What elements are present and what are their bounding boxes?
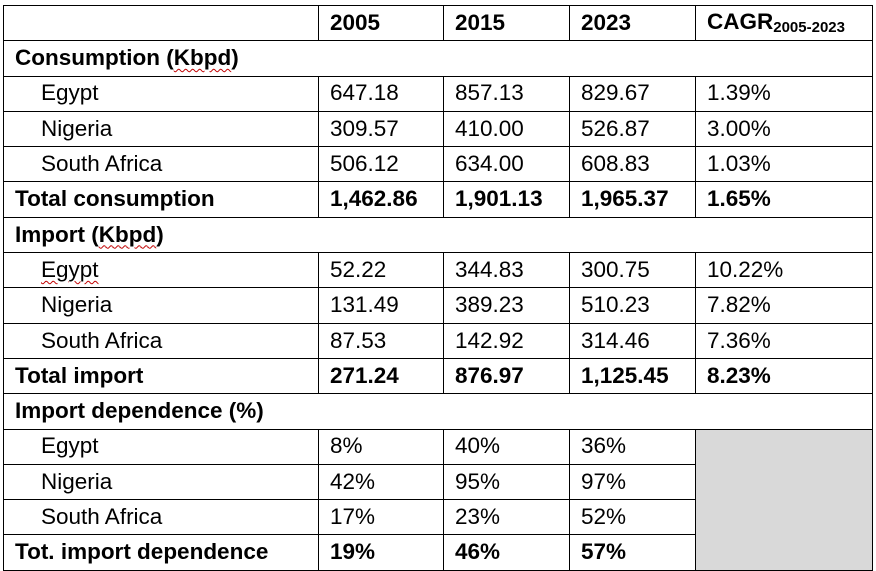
- header-empty-cell: [3, 4, 319, 42]
- cagr-cell: 7.36%: [695, 322, 873, 359]
- header-row: 2005 2015 2023 CAGR2005-2023: [3, 4, 873, 42]
- value-cell: 40%: [443, 428, 570, 465]
- total-value-cell: 46%: [443, 534, 570, 571]
- value-cell: 95%: [443, 463, 570, 501]
- value-cell: 634.00: [443, 146, 570, 183]
- header-cagr: CAGR2005-2023: [695, 4, 873, 42]
- value-cell: 510.23: [569, 287, 696, 324]
- total-label-cell: Tot. import dependence: [3, 534, 319, 571]
- value-cell: 42%: [318, 463, 444, 501]
- value-cell: 87.53: [318, 322, 444, 359]
- value-cell: 410.00: [443, 110, 570, 148]
- value-cell: 647.18: [318, 75, 444, 112]
- value-cell: 857.13: [443, 75, 570, 112]
- header-2005: 2005: [318, 4, 444, 42]
- value-cell: 17%: [318, 499, 444, 536]
- value-cell: 526.87: [569, 110, 696, 148]
- total-label-cell: Total import: [3, 357, 319, 395]
- country-cell: South Africa: [3, 322, 319, 359]
- total-row-import: Total import 271.24 876.97 1,125.45 8.23…: [3, 357, 873, 395]
- country-cell: Nigeria: [3, 110, 319, 148]
- country-cell: South Africa: [3, 499, 319, 536]
- table-row: South Africa 506.12 634.00 608.83 1.03%: [3, 146, 873, 183]
- value-cell: 23%: [443, 499, 570, 536]
- total-cagr-cell: 1.65%: [695, 181, 873, 218]
- section-row-consumption: Consumption (Kbpd): [3, 40, 873, 77]
- total-row-consumption: Total consumption 1,462.86 1,901.13 1,96…: [3, 181, 873, 218]
- value-cell: 300.75: [569, 252, 696, 289]
- section-row-import: Import (Kbpd): [3, 216, 873, 254]
- value-cell: 506.12: [318, 146, 444, 183]
- gray-filler-cell: [695, 428, 873, 571]
- country-cell: Egypt: [3, 428, 319, 465]
- table-row: Egypt 8% 40% 36%: [3, 428, 873, 571]
- table-row: Nigeria 309.57 410.00 526.87 3.00%: [3, 110, 873, 148]
- cagr-cell: 10.22%: [695, 252, 873, 289]
- cagr-cell: 1.39%: [695, 75, 873, 112]
- header-2015: 2015: [443, 4, 570, 42]
- cagr-cell: 3.00%: [695, 110, 873, 148]
- total-value-cell: 1,462.86: [318, 181, 444, 218]
- total-value-cell: 1,125.45: [569, 357, 696, 395]
- value-cell: 314.46: [569, 322, 696, 359]
- section-import-close: ): [156, 221, 164, 247]
- section-consumption-label: Consumption (Kbpd): [3, 40, 873, 77]
- value-cell: 52.22: [318, 252, 444, 289]
- table-row: Egypt 647.18 857.13 829.67 1.39%: [3, 75, 873, 112]
- section-consumption-text: Consumption (: [15, 45, 174, 71]
- section-import-text: Import (: [15, 221, 99, 247]
- header-cagr-subscript: 2005-2023: [773, 19, 845, 37]
- total-value-cell: 57%: [569, 534, 696, 571]
- total-value-cell: 271.24: [318, 357, 444, 395]
- value-cell: 142.92: [443, 322, 570, 359]
- country-cell: Egypt: [3, 252, 319, 289]
- value-cell: 309.57: [318, 110, 444, 148]
- value-cell: 97%: [569, 463, 696, 501]
- value-cell: 344.83: [443, 252, 570, 289]
- total-value-cell: 19%: [318, 534, 444, 571]
- table-row: Egypt 52.22 344.83 300.75 10.22%: [3, 252, 873, 289]
- cagr-cell: 7.82%: [695, 287, 873, 324]
- header-cagr-label: CAGR: [707, 9, 774, 35]
- cagr-cell: 1.03%: [695, 146, 873, 183]
- country-text: Egypt: [41, 256, 99, 282]
- total-label-cell: Total consumption: [3, 181, 319, 218]
- table-row: South Africa 87.53 142.92 314.46 7.36%: [3, 322, 873, 359]
- table-row: South Africa 17% 23% 52%: [3, 499, 873, 536]
- section-import-label: Import (Kbpd): [3, 216, 873, 254]
- section-import-unit: Kbpd: [98, 221, 157, 247]
- table-row: Nigeria 42% 95% 97%: [3, 463, 873, 501]
- value-cell: 131.49: [318, 287, 444, 324]
- value-cell: 608.83: [569, 146, 696, 183]
- country-cell: South Africa: [3, 146, 319, 183]
- country-cell: Nigeria: [3, 463, 319, 501]
- value-cell: 829.67: [569, 75, 696, 112]
- value-cell: 8%: [318, 428, 444, 465]
- total-value-cell: 1,965.37: [569, 181, 696, 218]
- section-consumption-close: ): [231, 45, 239, 71]
- total-value-cell: 876.97: [443, 357, 570, 395]
- header-2023: 2023: [569, 4, 696, 42]
- section-consumption-unit: Kbpd: [173, 45, 232, 71]
- table-row: Nigeria 131.49 389.23 510.23 7.82%: [3, 287, 873, 324]
- country-cell: Egypt: [3, 75, 319, 112]
- total-row-dependence: Tot. import dependence 19% 46% 57%: [3, 534, 873, 571]
- section-row-dependence: Import dependence (%): [3, 393, 873, 430]
- value-cell: 36%: [569, 428, 696, 465]
- total-value-cell: 1,901.13: [443, 181, 570, 218]
- total-cagr-cell: 8.23%: [695, 357, 873, 395]
- country-cell: Nigeria: [3, 287, 319, 324]
- energy-data-table: 2005 2015 2023 CAGR2005-2023 Consumption…: [3, 4, 873, 571]
- value-cell: 389.23: [443, 287, 570, 324]
- value-cell: 52%: [569, 499, 696, 536]
- section-dependence-label: Import dependence (%): [3, 393, 873, 430]
